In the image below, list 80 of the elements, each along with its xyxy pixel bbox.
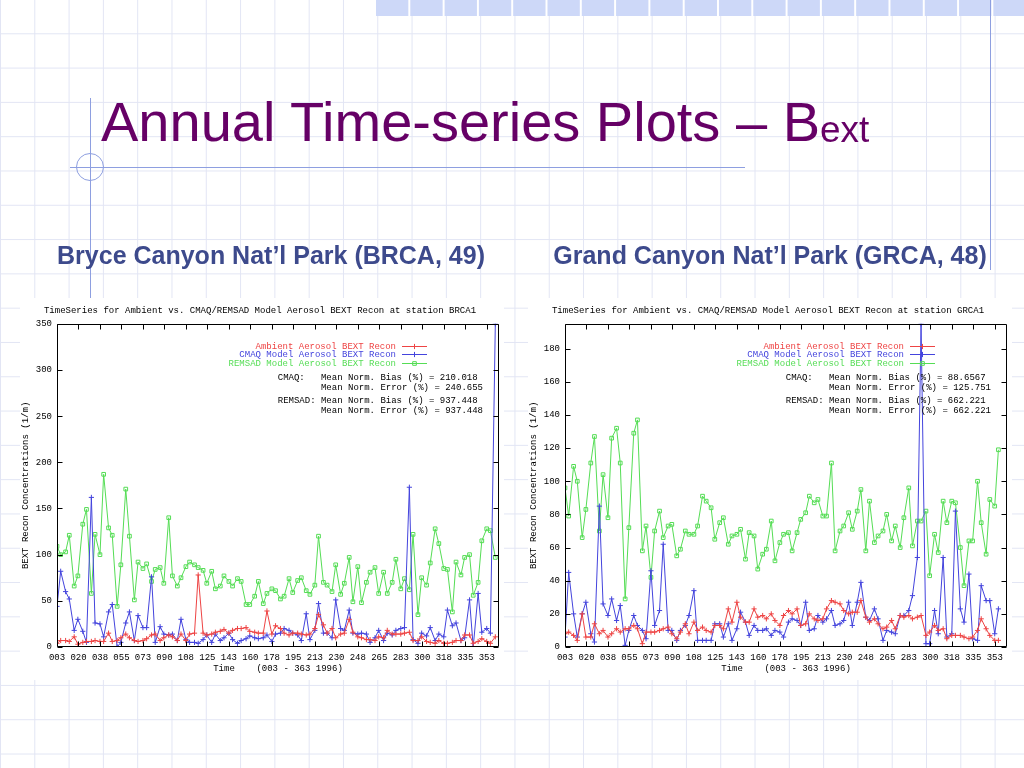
y-axis-title: BEXT Recon Concentrations (1/m)	[528, 401, 539, 570]
x-tick-label: 195	[793, 652, 810, 663]
x-tick-label: 038	[599, 652, 617, 663]
x-tick-label: 213	[306, 652, 323, 663]
x-tick-label: 108	[685, 652, 703, 663]
x-axis-title: Time (003 - 363 1996)	[721, 663, 851, 674]
x-tick-label: 143	[220, 652, 237, 663]
y-tick-label: 60	[549, 542, 560, 553]
x-tick-label: 055	[621, 652, 638, 663]
x-axis-title: Time (003 - 363 1996)	[213, 663, 343, 674]
x-tick-label: 125	[707, 652, 724, 663]
x-tick-label: 283	[900, 652, 917, 663]
y-tick-label: 160	[543, 377, 560, 388]
x-tick-label: 335	[457, 652, 474, 663]
x-tick-label: 265	[879, 652, 896, 663]
x-tick-label: 195	[285, 652, 302, 663]
x-tick-label: 090	[664, 652, 681, 663]
x-tick-label: 248	[857, 652, 874, 663]
x-tick-label: 055	[113, 652, 130, 663]
chart-title: TimeSeries for Ambient vs. CMAQ/REMSAD Model Aerosol BEXT Recon at station BRCA1	[43, 305, 477, 316]
x-tick-label: 248	[349, 652, 366, 663]
x-tick-label: 108	[177, 652, 195, 663]
x-tick-label: 160	[750, 652, 767, 663]
annotation: CMAQ: Mean Norm. Bias (%) = 210.018	[277, 373, 478, 384]
x-tick-label: 020	[70, 652, 87, 663]
x-tick-label: 143	[728, 652, 745, 663]
y-tick-label: 100	[543, 476, 560, 487]
x-tick-label: 318	[435, 652, 452, 663]
x-tick-label: 283	[392, 652, 409, 663]
chart-title: TimeSeries for Ambient vs. CMAQ/REMSAD Model Aerosol BEXT Recon at station GRCA1	[551, 305, 985, 316]
legend-label: Ambient Aerosol BEXT Recon	[763, 341, 904, 352]
x-tick-label: 213	[814, 652, 831, 663]
x-tick-label: 073	[642, 652, 660, 663]
legend-label: REMSAD Model Aerosol BEXT Recon	[228, 358, 396, 369]
y-tick-label: 180	[543, 344, 560, 355]
x-tick-label: 020	[578, 652, 595, 663]
y-tick-label: 300	[35, 365, 52, 376]
x-tick-label: 178	[771, 652, 788, 663]
y-tick-label: 200	[35, 457, 52, 468]
x-tick-label: 353	[986, 652, 1003, 663]
y-tick-label: 20	[549, 609, 560, 620]
annotation: REMSAD: Mean Norm. Bias (%) = 662.221	[785, 396, 986, 407]
x-tick-label: 090	[156, 652, 173, 663]
y-tick-label: 0	[46, 642, 52, 653]
y-tick-label: 0	[554, 642, 560, 653]
legend-label: REMSAD Model Aerosol BEXT Recon	[736, 358, 904, 369]
legend-label: CMAQ Model Aerosol BEXT Recon	[747, 349, 904, 360]
annotation: CMAQ: Mean Norm. Bias (%) = 88.6567	[785, 373, 986, 384]
x-tick-label: 300	[414, 652, 431, 663]
annotation: Mean Norm. Error (%) = 240.655	[320, 383, 483, 394]
legend-label: Ambient Aerosol BEXT Recon	[255, 341, 396, 352]
y-tick-label: 350	[35, 319, 52, 330]
y-tick-label: 120	[543, 443, 560, 454]
y-tick-label: 50	[41, 596, 52, 607]
y-tick-label: 250	[35, 411, 52, 422]
x-tick-label: 353	[478, 652, 495, 663]
y-tick-label: 150	[35, 503, 52, 514]
x-tick-label: 178	[263, 652, 280, 663]
x-tick-label: 125	[199, 652, 216, 663]
y-tick-label: 100	[35, 550, 52, 561]
chart-subtitle: Grand Canyon Nat’l Park (GRCA, 48)	[552, 241, 988, 269]
x-tick-label: 160	[242, 652, 259, 663]
legend-label: CMAQ Model Aerosol BEXT Recon	[239, 349, 396, 360]
y-tick-label: 80	[549, 509, 560, 520]
y-axis-title: BEXT Recon Concentrations (1/m)	[20, 401, 31, 570]
y-tick-label: 40	[549, 576, 560, 587]
annotation: REMSAD: Mean Norm. Bias (%) = 937.448	[277, 396, 478, 407]
x-tick-label: 265	[371, 652, 388, 663]
x-tick-label: 003	[556, 652, 574, 663]
x-tick-label: 230	[836, 652, 853, 663]
x-tick-label: 003	[48, 652, 66, 663]
x-tick-label: 335	[965, 652, 982, 663]
x-tick-label: 038	[91, 652, 109, 663]
annotation: Mean Norm. Error (%) = 125.751	[828, 383, 991, 394]
x-tick-label: 318	[943, 652, 960, 663]
annotation: Mean Norm. Error (%) = 937.448	[320, 406, 483, 417]
x-tick-label: 300	[922, 652, 939, 663]
x-tick-label: 073	[134, 652, 152, 663]
y-tick-label: 140	[543, 410, 560, 421]
x-tick-label: 230	[328, 652, 345, 663]
